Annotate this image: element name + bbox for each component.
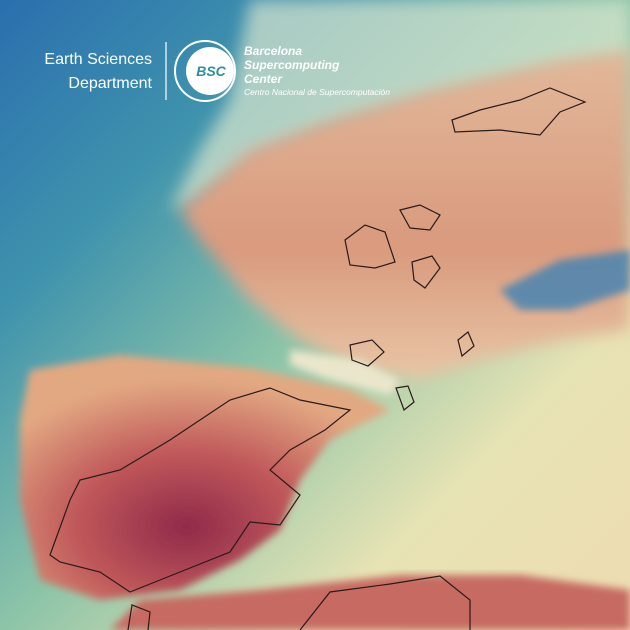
iberia [20, 355, 390, 600]
logo-mark: BSC [196, 63, 226, 79]
logo-text: Department [68, 75, 152, 92]
pyrenees [290, 350, 400, 395]
logo-text: Earth Sciences [44, 51, 152, 68]
contour [344, 224, 396, 269]
contour [127, 575, 471, 630]
contour [411, 255, 441, 289]
contour [395, 385, 415, 411]
logo: Earth Sciences Department BSC Barcelona … [44, 40, 390, 102]
logo-text: Centro Nacional de Supercomputación [244, 87, 390, 97]
contour [49, 387, 352, 593]
alps [500, 250, 630, 310]
north-africa [110, 575, 630, 630]
logo-text: Barcelona [244, 44, 302, 58]
logo-ring [174, 40, 236, 102]
contour [399, 204, 441, 231]
logo-text: Supercomputing [244, 58, 340, 72]
contour [457, 331, 475, 358]
contour [451, 87, 587, 136]
contours [49, 87, 587, 630]
logo-text: Center [244, 72, 283, 86]
contour [349, 339, 385, 367]
logo-disc [186, 47, 234, 95]
